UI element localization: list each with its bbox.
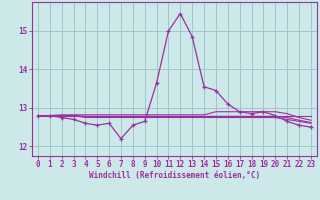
X-axis label: Windchill (Refroidissement éolien,°C): Windchill (Refroidissement éolien,°C) bbox=[89, 171, 260, 180]
